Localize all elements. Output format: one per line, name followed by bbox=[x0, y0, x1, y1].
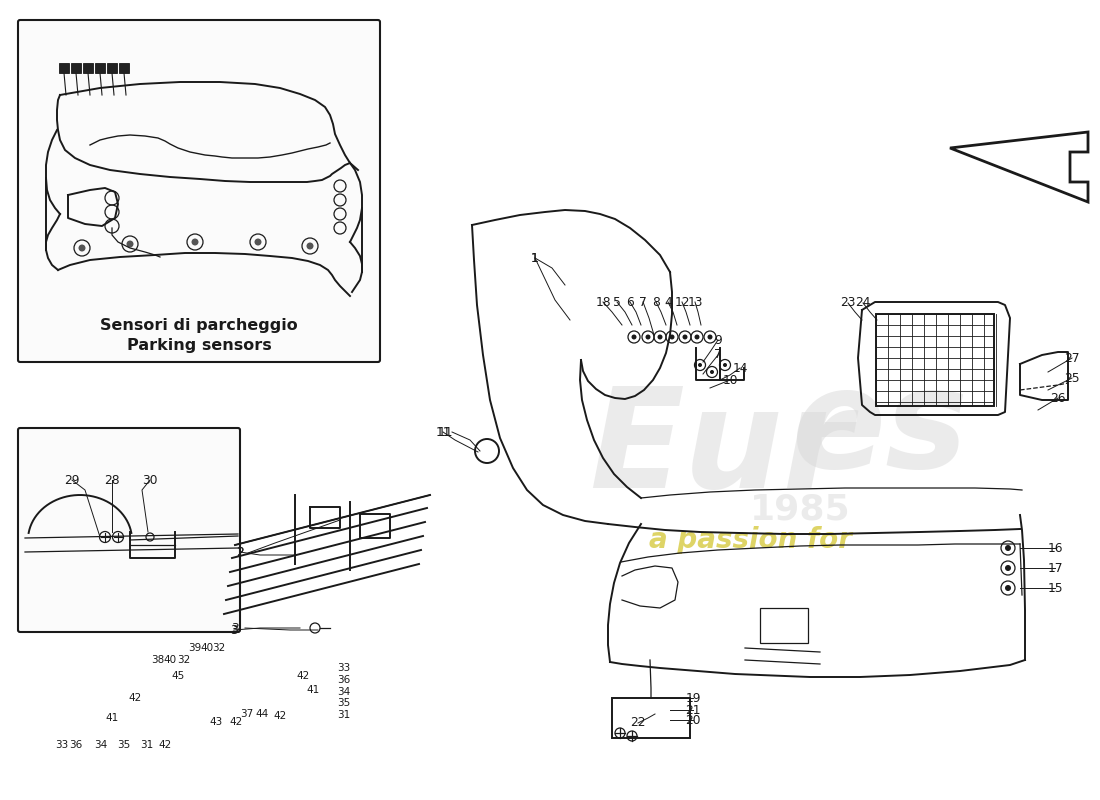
Text: 3: 3 bbox=[230, 623, 238, 637]
Circle shape bbox=[646, 334, 650, 339]
Text: a passion for: a passion for bbox=[649, 526, 851, 554]
Text: 40: 40 bbox=[200, 643, 213, 653]
Text: 14: 14 bbox=[733, 362, 748, 374]
Text: 31: 31 bbox=[141, 740, 154, 750]
Text: 35: 35 bbox=[338, 698, 351, 708]
Text: 2: 2 bbox=[236, 546, 244, 559]
Text: 22: 22 bbox=[630, 717, 646, 730]
Text: 28: 28 bbox=[104, 474, 120, 486]
Text: 45: 45 bbox=[172, 671, 185, 681]
Text: 30: 30 bbox=[142, 474, 157, 486]
Text: 38: 38 bbox=[152, 655, 165, 665]
Text: 42: 42 bbox=[158, 740, 172, 750]
Text: 25: 25 bbox=[1064, 371, 1080, 385]
Text: 44: 44 bbox=[255, 709, 268, 719]
Text: 41: 41 bbox=[106, 713, 119, 723]
Text: 21: 21 bbox=[685, 703, 701, 717]
Text: Parking sensors: Parking sensors bbox=[126, 338, 272, 353]
Text: 41: 41 bbox=[307, 685, 320, 695]
Text: 32: 32 bbox=[212, 643, 226, 653]
Text: 24: 24 bbox=[856, 297, 871, 310]
Bar bbox=[760, 608, 808, 643]
Text: 1985: 1985 bbox=[750, 493, 850, 527]
Text: es: es bbox=[792, 362, 968, 498]
Text: 18: 18 bbox=[595, 295, 610, 309]
Text: 42: 42 bbox=[230, 717, 243, 727]
Text: 7: 7 bbox=[639, 295, 647, 309]
Text: 17: 17 bbox=[1047, 562, 1063, 574]
Text: 1: 1 bbox=[531, 251, 539, 265]
Text: 36: 36 bbox=[338, 675, 351, 685]
Text: 35: 35 bbox=[118, 740, 131, 750]
Circle shape bbox=[670, 334, 674, 339]
Text: 5: 5 bbox=[613, 295, 620, 309]
Circle shape bbox=[1005, 545, 1011, 551]
Text: 42: 42 bbox=[296, 671, 309, 681]
Circle shape bbox=[710, 370, 714, 374]
Bar bbox=[119, 63, 129, 73]
Text: 43: 43 bbox=[209, 717, 222, 727]
Circle shape bbox=[694, 334, 700, 339]
Text: 33: 33 bbox=[338, 663, 351, 673]
Text: 2: 2 bbox=[236, 546, 244, 558]
Circle shape bbox=[78, 245, 86, 251]
Circle shape bbox=[682, 334, 688, 339]
FancyBboxPatch shape bbox=[18, 428, 240, 632]
Text: 42: 42 bbox=[129, 693, 142, 703]
Text: Eur: Eur bbox=[588, 382, 851, 518]
Bar bbox=[82, 63, 94, 73]
Text: 8: 8 bbox=[652, 295, 660, 309]
Text: 11: 11 bbox=[436, 426, 451, 438]
Bar bbox=[95, 63, 104, 73]
FancyBboxPatch shape bbox=[18, 20, 380, 362]
Circle shape bbox=[698, 363, 702, 367]
Circle shape bbox=[191, 238, 198, 246]
Text: 23: 23 bbox=[840, 297, 856, 310]
Text: 4: 4 bbox=[664, 295, 672, 309]
Text: 19: 19 bbox=[685, 691, 701, 705]
Circle shape bbox=[1005, 585, 1011, 591]
Bar bbox=[107, 63, 117, 73]
Text: 20: 20 bbox=[685, 714, 701, 726]
Bar bbox=[72, 63, 81, 73]
Text: 42: 42 bbox=[274, 711, 287, 721]
Circle shape bbox=[254, 238, 262, 246]
Text: 32: 32 bbox=[177, 655, 190, 665]
Text: 11: 11 bbox=[438, 426, 453, 438]
Circle shape bbox=[307, 242, 314, 250]
Text: Sensori di parcheggio: Sensori di parcheggio bbox=[100, 318, 298, 333]
Text: 29: 29 bbox=[64, 474, 79, 486]
Circle shape bbox=[631, 334, 637, 339]
Text: 39: 39 bbox=[188, 643, 201, 653]
Bar bbox=[876, 314, 994, 406]
Text: 33: 33 bbox=[55, 740, 68, 750]
Text: 34: 34 bbox=[338, 687, 351, 697]
Text: 37: 37 bbox=[241, 709, 254, 719]
Circle shape bbox=[1005, 565, 1011, 571]
Circle shape bbox=[658, 334, 662, 339]
Text: 1: 1 bbox=[531, 251, 539, 265]
Text: 16: 16 bbox=[1047, 542, 1063, 554]
Bar bbox=[59, 63, 69, 73]
Text: 7: 7 bbox=[714, 349, 722, 362]
Text: 9: 9 bbox=[714, 334, 722, 346]
Text: 10: 10 bbox=[723, 374, 738, 386]
Circle shape bbox=[723, 363, 727, 367]
Text: 26: 26 bbox=[1050, 391, 1066, 405]
Text: 31: 31 bbox=[338, 710, 351, 720]
Text: 40: 40 bbox=[164, 655, 177, 665]
Text: 34: 34 bbox=[95, 740, 108, 750]
Text: 12: 12 bbox=[674, 295, 690, 309]
Text: 13: 13 bbox=[688, 295, 703, 309]
Circle shape bbox=[126, 241, 133, 247]
Bar bbox=[612, 698, 690, 738]
Text: 15: 15 bbox=[1047, 582, 1063, 594]
Text: 3: 3 bbox=[231, 622, 239, 634]
Text: 27: 27 bbox=[1065, 351, 1080, 365]
Text: 6: 6 bbox=[626, 295, 634, 309]
Text: 36: 36 bbox=[69, 740, 82, 750]
Circle shape bbox=[707, 334, 713, 339]
